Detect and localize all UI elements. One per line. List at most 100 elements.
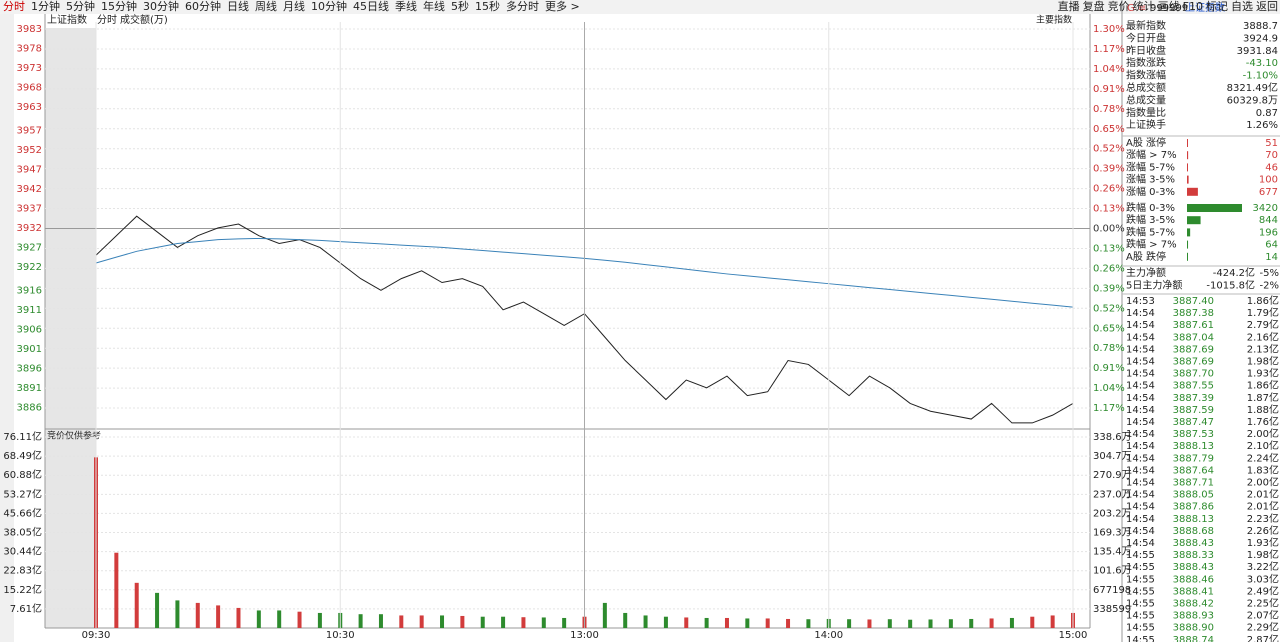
y-tick-label: 68.49亿 [3,449,42,462]
stat-label: 今日开盘 [1126,31,1166,44]
volume-bar [704,617,709,628]
toolbar-item[interactable]: 更多 > [545,0,580,13]
toolbar-item[interactable]: 自选 [1231,0,1253,13]
toolbar-item[interactable]: 15分钟 [101,0,137,13]
volume-bar [358,614,363,628]
toolbar-item[interactable]: 30分钟 [143,0,179,13]
toolbar-item[interactable]: 返回 [1256,0,1278,13]
toolbar-item[interactable]: 60分钟 [185,0,221,13]
trade-amount: 2.24亿 [1247,451,1279,464]
volume-bar [847,619,852,628]
toolbar-item[interactable]: 复盘 [1083,0,1105,13]
toolbar-item[interactable]: 直播 [1058,0,1080,13]
y2-tick-label: 0.91% [1093,84,1125,95]
trade-amount: 2.16亿 [1247,330,1279,343]
trade-amount: 1.87亿 [1247,391,1279,404]
toolbar-item[interactable]: 日线 [227,0,249,13]
y-tick-label: 3901 [17,344,42,355]
y-tick-label: 3968 [17,83,42,94]
toolbar-item[interactable]: 多分时 [506,0,539,13]
volume-bar [297,611,302,628]
volume-bar [399,615,404,628]
toolbar-item[interactable]: 标记 [1206,0,1228,13]
volume-bar [663,616,668,628]
y2-tick-label: 0.78% [1093,104,1125,115]
breadth-label: 跌幅 3-5% [1126,213,1175,226]
y2-tick-label: 0.52% [1093,144,1125,155]
trade-price: 3887.79 [1173,453,1214,464]
toolbar-item[interactable]: 5秒 [451,0,469,13]
toolbar-item[interactable]: 周线 [255,0,277,13]
toolbar-item[interactable]: 10分钟 [311,0,347,13]
flag: G ≡ [1127,3,1146,14]
index-name: 上证指数 [47,13,87,26]
trade-price: 3888.41 [1173,586,1214,597]
y-tick-label: 3911 [17,305,42,316]
trade-price: 3887.53 [1173,429,1214,440]
toolbar-item[interactable]: 45日线 [353,0,389,13]
volume-bar [521,617,526,628]
toolbar-item[interactable]: 季线 [395,0,417,13]
y-tick-label: 3963 [17,102,42,113]
breadth-count: 844 [1259,215,1278,226]
trade-time: 14:53 [1126,296,1155,307]
trade-price: 3888.90 [1173,623,1214,634]
toolbar-item[interactable]: 15秒 [475,0,500,13]
stat-label: 指数涨幅 [1126,69,1166,82]
stat-label: 上证换手 [1126,118,1166,131]
trade-amount: 3.22亿 [1247,560,1279,573]
stat-value: 0.87 [1256,108,1278,119]
volume-bar [948,619,953,628]
y2-tick-label: 1.17% [1093,44,1125,55]
breadth-count: 46 [1265,162,1278,173]
trade-time: 14:54 [1126,405,1155,416]
y-tick-label: 3957 [17,125,42,136]
breadth-label: 跌幅 > 7% [1126,238,1177,251]
y-tick-label: 3886 [17,402,42,413]
flow-value: -424.2亿 [1213,266,1255,279]
trade-price: 3888.68 [1173,526,1214,537]
y2-tick-label: 0.39% [1093,164,1125,175]
toolbar-item[interactable]: 月线 [283,0,305,13]
volume-bar [501,616,506,628]
volume-bar [602,602,607,628]
trade-price: 3887.04 [1173,332,1214,343]
y2-tick-label: 0.78% [1093,343,1125,354]
trade-amount: 1.98亿 [1247,355,1279,368]
breadth-bar [1187,240,1189,249]
toolbar-item[interactable]: 分时 [3,0,25,13]
y2-tick-label: 270.9万 [1093,470,1132,481]
trade-price: 3888.74 [1173,635,1214,642]
volume-bar [684,617,689,628]
toolbar-item[interactable]: 年线 [423,0,445,13]
trade-time: 14:54 [1126,441,1155,452]
y-tick-label: 53.27亿 [3,487,42,500]
trade-price: 3887.70 [1173,369,1214,380]
toolbar-item[interactable]: 画线 [1158,0,1180,13]
trade-amount: 2.29亿 [1247,621,1279,634]
trade-price: 3887.86 [1173,502,1214,513]
toolbar-item[interactable]: 5分钟 [66,0,95,13]
trade-time: 14:55 [1126,586,1155,597]
x-tick-label: 10:30 [326,630,355,641]
y2-tick-label: 338.6万 [1093,432,1132,443]
toolbar-item[interactable]: 1分钟 [31,0,60,13]
breadth-count: 14 [1265,252,1278,263]
y2-tick-label: 338599 [1093,604,1131,615]
flow-label: 主力净额 [1126,266,1166,279]
trade-time: 14:54 [1126,369,1155,380]
toolbar-item[interactable]: 竞价 [1108,0,1130,13]
trade-time: 14:54 [1126,429,1155,440]
breadth-label: 跌幅 0-3% [1126,201,1175,214]
toolbar-item[interactable]: F10 [1183,0,1203,13]
y-tick-label: 3937 [17,203,42,214]
volume-bar [786,618,791,628]
trade-price: 3888.05 [1173,490,1214,501]
toolbar-item[interactable]: 统计 [1133,0,1155,13]
breadth-count: 51 [1265,138,1278,149]
flow-label: 5日主力净额 [1126,279,1182,292]
trade-price: 3887.61 [1173,320,1214,331]
trade-amount: 2.01亿 [1247,488,1279,501]
y-tick-label: 3973 [17,63,42,74]
